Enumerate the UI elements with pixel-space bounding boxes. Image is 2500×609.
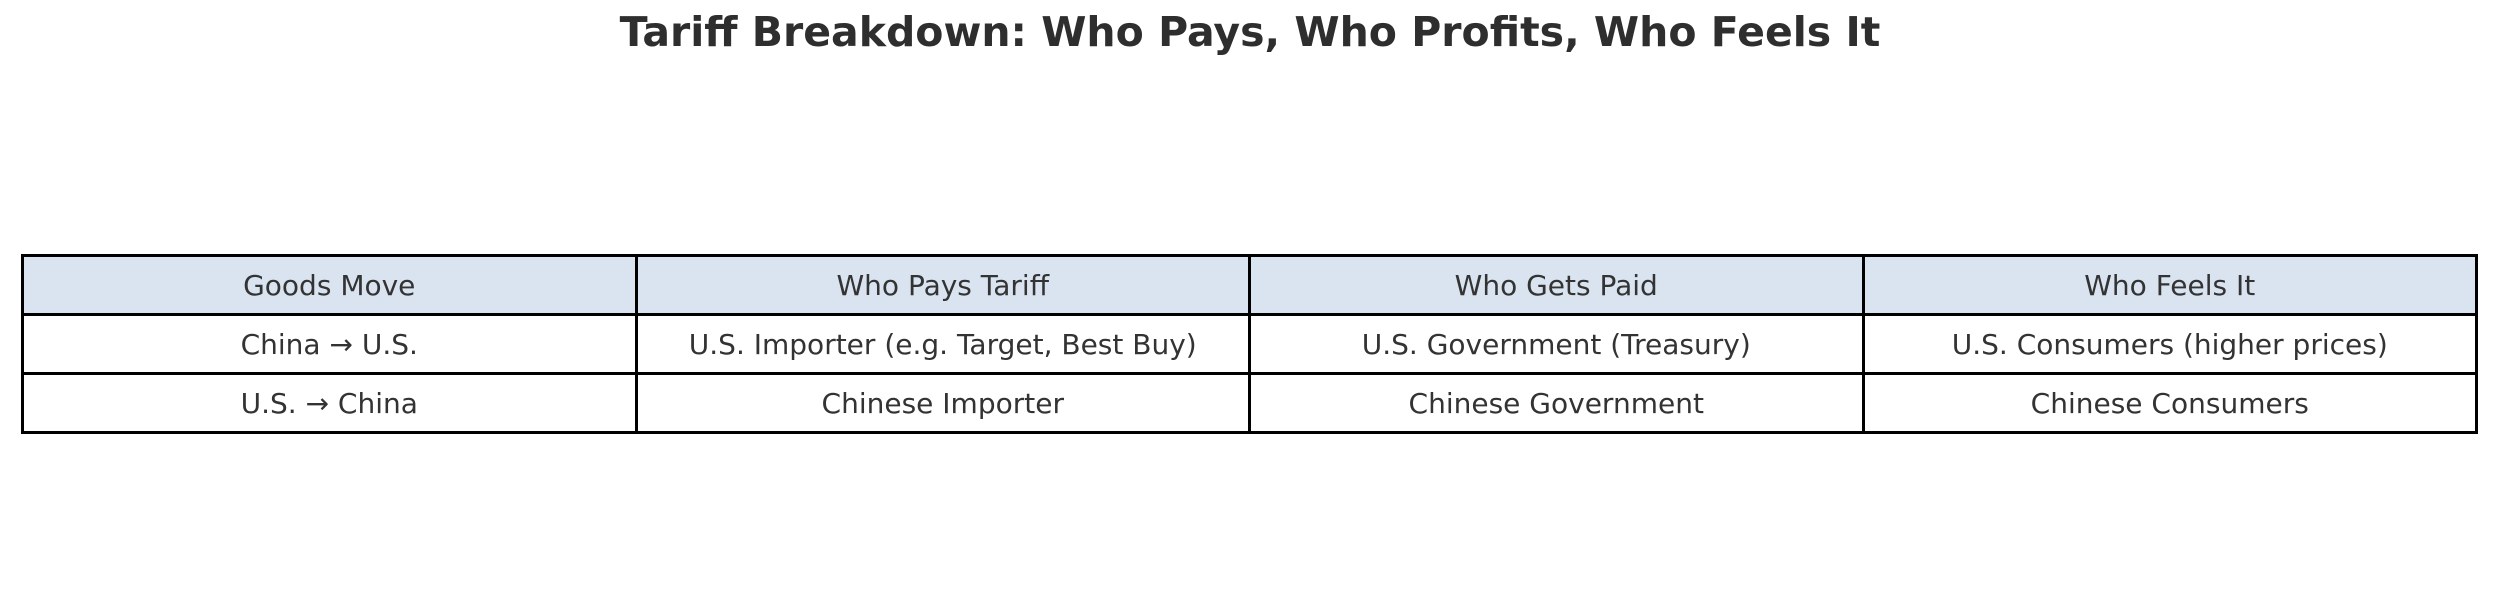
column-header-who-gets-paid: Who Gets Paid — [1248, 254, 1865, 316]
cell-who-feels-it: U.S. Consumers (higher prices) — [1861, 313, 2478, 375]
column-header-goods-move: Goods Move — [21, 254, 638, 316]
column-header-who-feels-it: Who Feels It — [1861, 254, 2478, 316]
column-header-who-pays-tariff: Who Pays Tariff — [634, 254, 1251, 316]
table-row-us-to-china: U.S. → China Chinese Importer Chinese Go… — [21, 372, 2478, 434]
cell-who-feels-it: Chinese Consumers — [1861, 372, 2478, 434]
cell-who-pays-tariff: U.S. Importer (e.g. Target, Best Buy) — [634, 313, 1251, 375]
header-row: Goods Move Who Pays Tariff Who Gets Paid… — [21, 254, 2478, 316]
table-header: Goods Move Who Pays Tariff Who Gets Paid… — [21, 254, 2478, 316]
cell-goods-move: U.S. → China — [21, 372, 638, 434]
cell-goods-move: China → U.S. — [21, 313, 638, 375]
table-row-china-to-us: China → U.S. U.S. Importer (e.g. Target,… — [21, 313, 2478, 375]
tariff-table: Goods Move Who Pays Tariff Who Gets Paid… — [21, 254, 2478, 434]
cell-who-gets-paid: Chinese Government — [1248, 372, 1865, 434]
table-body: China → U.S. U.S. Importer (e.g. Target,… — [21, 313, 2478, 434]
cell-who-gets-paid: U.S. Government (Treasury) — [1248, 313, 1865, 375]
cell-who-pays-tariff: Chinese Importer — [634, 372, 1251, 434]
figure-title: Tariff Breakdown: Who Pays, Who Profits,… — [619, 8, 1881, 56]
